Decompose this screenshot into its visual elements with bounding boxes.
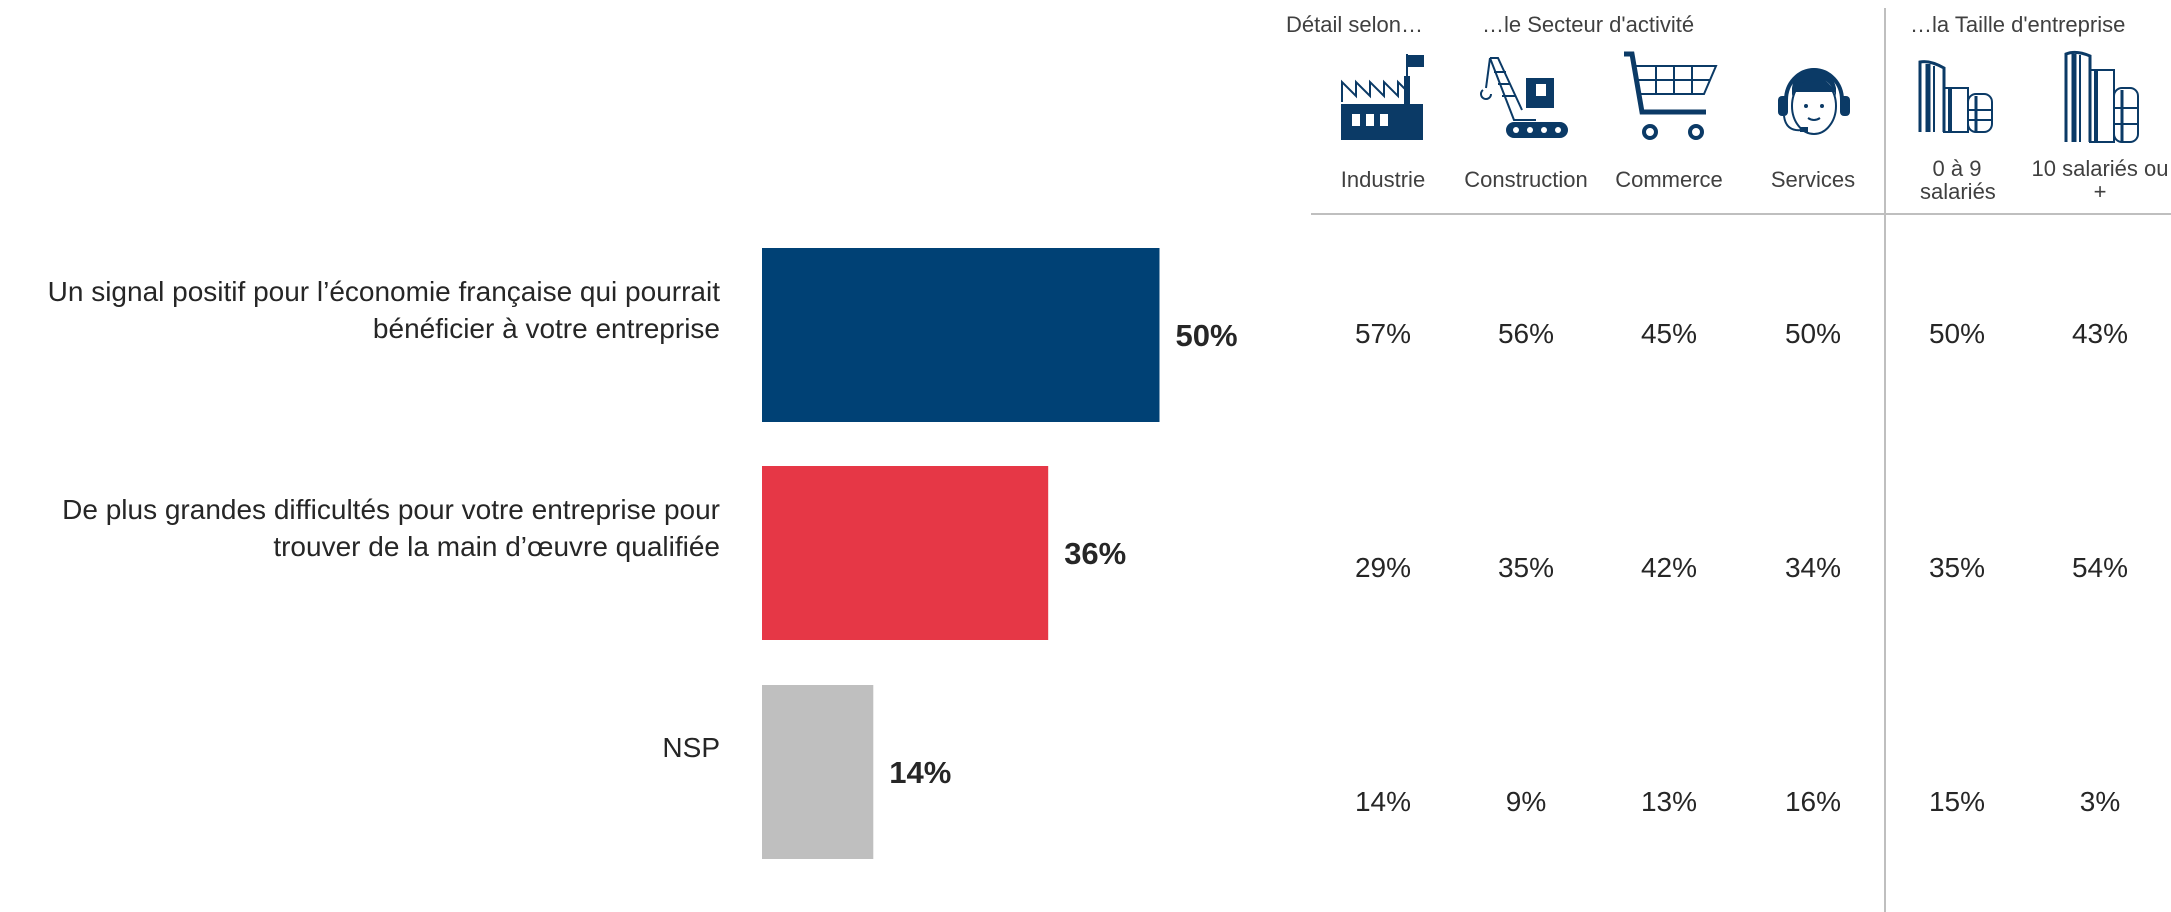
bar-1 [762, 248, 1160, 422]
cell-r2-commerce: 42% [1640, 552, 1698, 583]
cell-r1-construction: 56% [1497, 318, 1555, 349]
small-building-icon [1918, 60, 1993, 133]
group-head-sector: …le Secteur d'activité [1482, 12, 1695, 37]
category-label-2: De plus grandes difficultés pour votre e… [62, 494, 720, 562]
cell-r2-large-size: 54% [2071, 552, 2129, 583]
bar-2 [762, 466, 1049, 640]
factory-icon [1341, 54, 1424, 140]
category-label-3: NSP [662, 731, 720, 763]
cell-r3-construction: 9% [1505, 786, 1547, 817]
cell-r3-industrie: 14% [1354, 786, 1412, 817]
large-building-icon [2064, 50, 2139, 143]
header-divider [1311, 213, 2171, 215]
cell-r1-services: 50% [1784, 318, 1842, 349]
bar-3 [762, 685, 874, 859]
shopping-cart-icon [1624, 51, 1718, 140]
col-head-small-size: 0 à 9 salariés [1920, 156, 1996, 204]
cell-r1-small-size: 50% [1928, 318, 1986, 349]
crane-icon [1480, 57, 1568, 138]
cell-r1-commerce: 45% [1640, 318, 1698, 349]
bar-value-label-3: 14% [889, 755, 951, 790]
col-head-industrie: Industrie [1340, 167, 1426, 192]
cell-r3-commerce: 13% [1640, 786, 1698, 817]
cell-r2-small-size: 35% [1928, 552, 1986, 583]
group-divider [1884, 8, 1886, 912]
col-head-services: Services [1770, 167, 1856, 192]
col-head-construction: Construction [1464, 167, 1588, 192]
group-head-size: …la Taille d'entreprise [1910, 12, 2126, 37]
bars-group: 50% 36% 14% [762, 248, 1238, 859]
bar-value-label-1: 50% [1176, 318, 1238, 353]
cell-r2-industrie: 29% [1354, 552, 1412, 583]
cell-r2-construction: 35% [1497, 552, 1555, 583]
headset-operator-icon [1778, 68, 1850, 135]
cell-r3-large-size: 3% [2079, 786, 2121, 817]
cell-r1-large-size: 43% [2071, 318, 2129, 349]
cell-r1-industrie: 57% [1354, 318, 1412, 349]
category-label-1: Un signal positif pour l’économie frança… [47, 276, 720, 344]
cell-r3-services: 16% [1784, 786, 1842, 817]
breakdown-intro: Détail selon… [1286, 12, 1423, 37]
cell-r3-small-size: 15% [1928, 786, 1986, 817]
cell-r2-services: 34% [1784, 552, 1842, 583]
col-head-commerce: Commerce [1615, 167, 1723, 192]
bar-value-label-2: 36% [1064, 536, 1126, 571]
col-head-large-size: 10 salariés ou + [2031, 156, 2169, 204]
